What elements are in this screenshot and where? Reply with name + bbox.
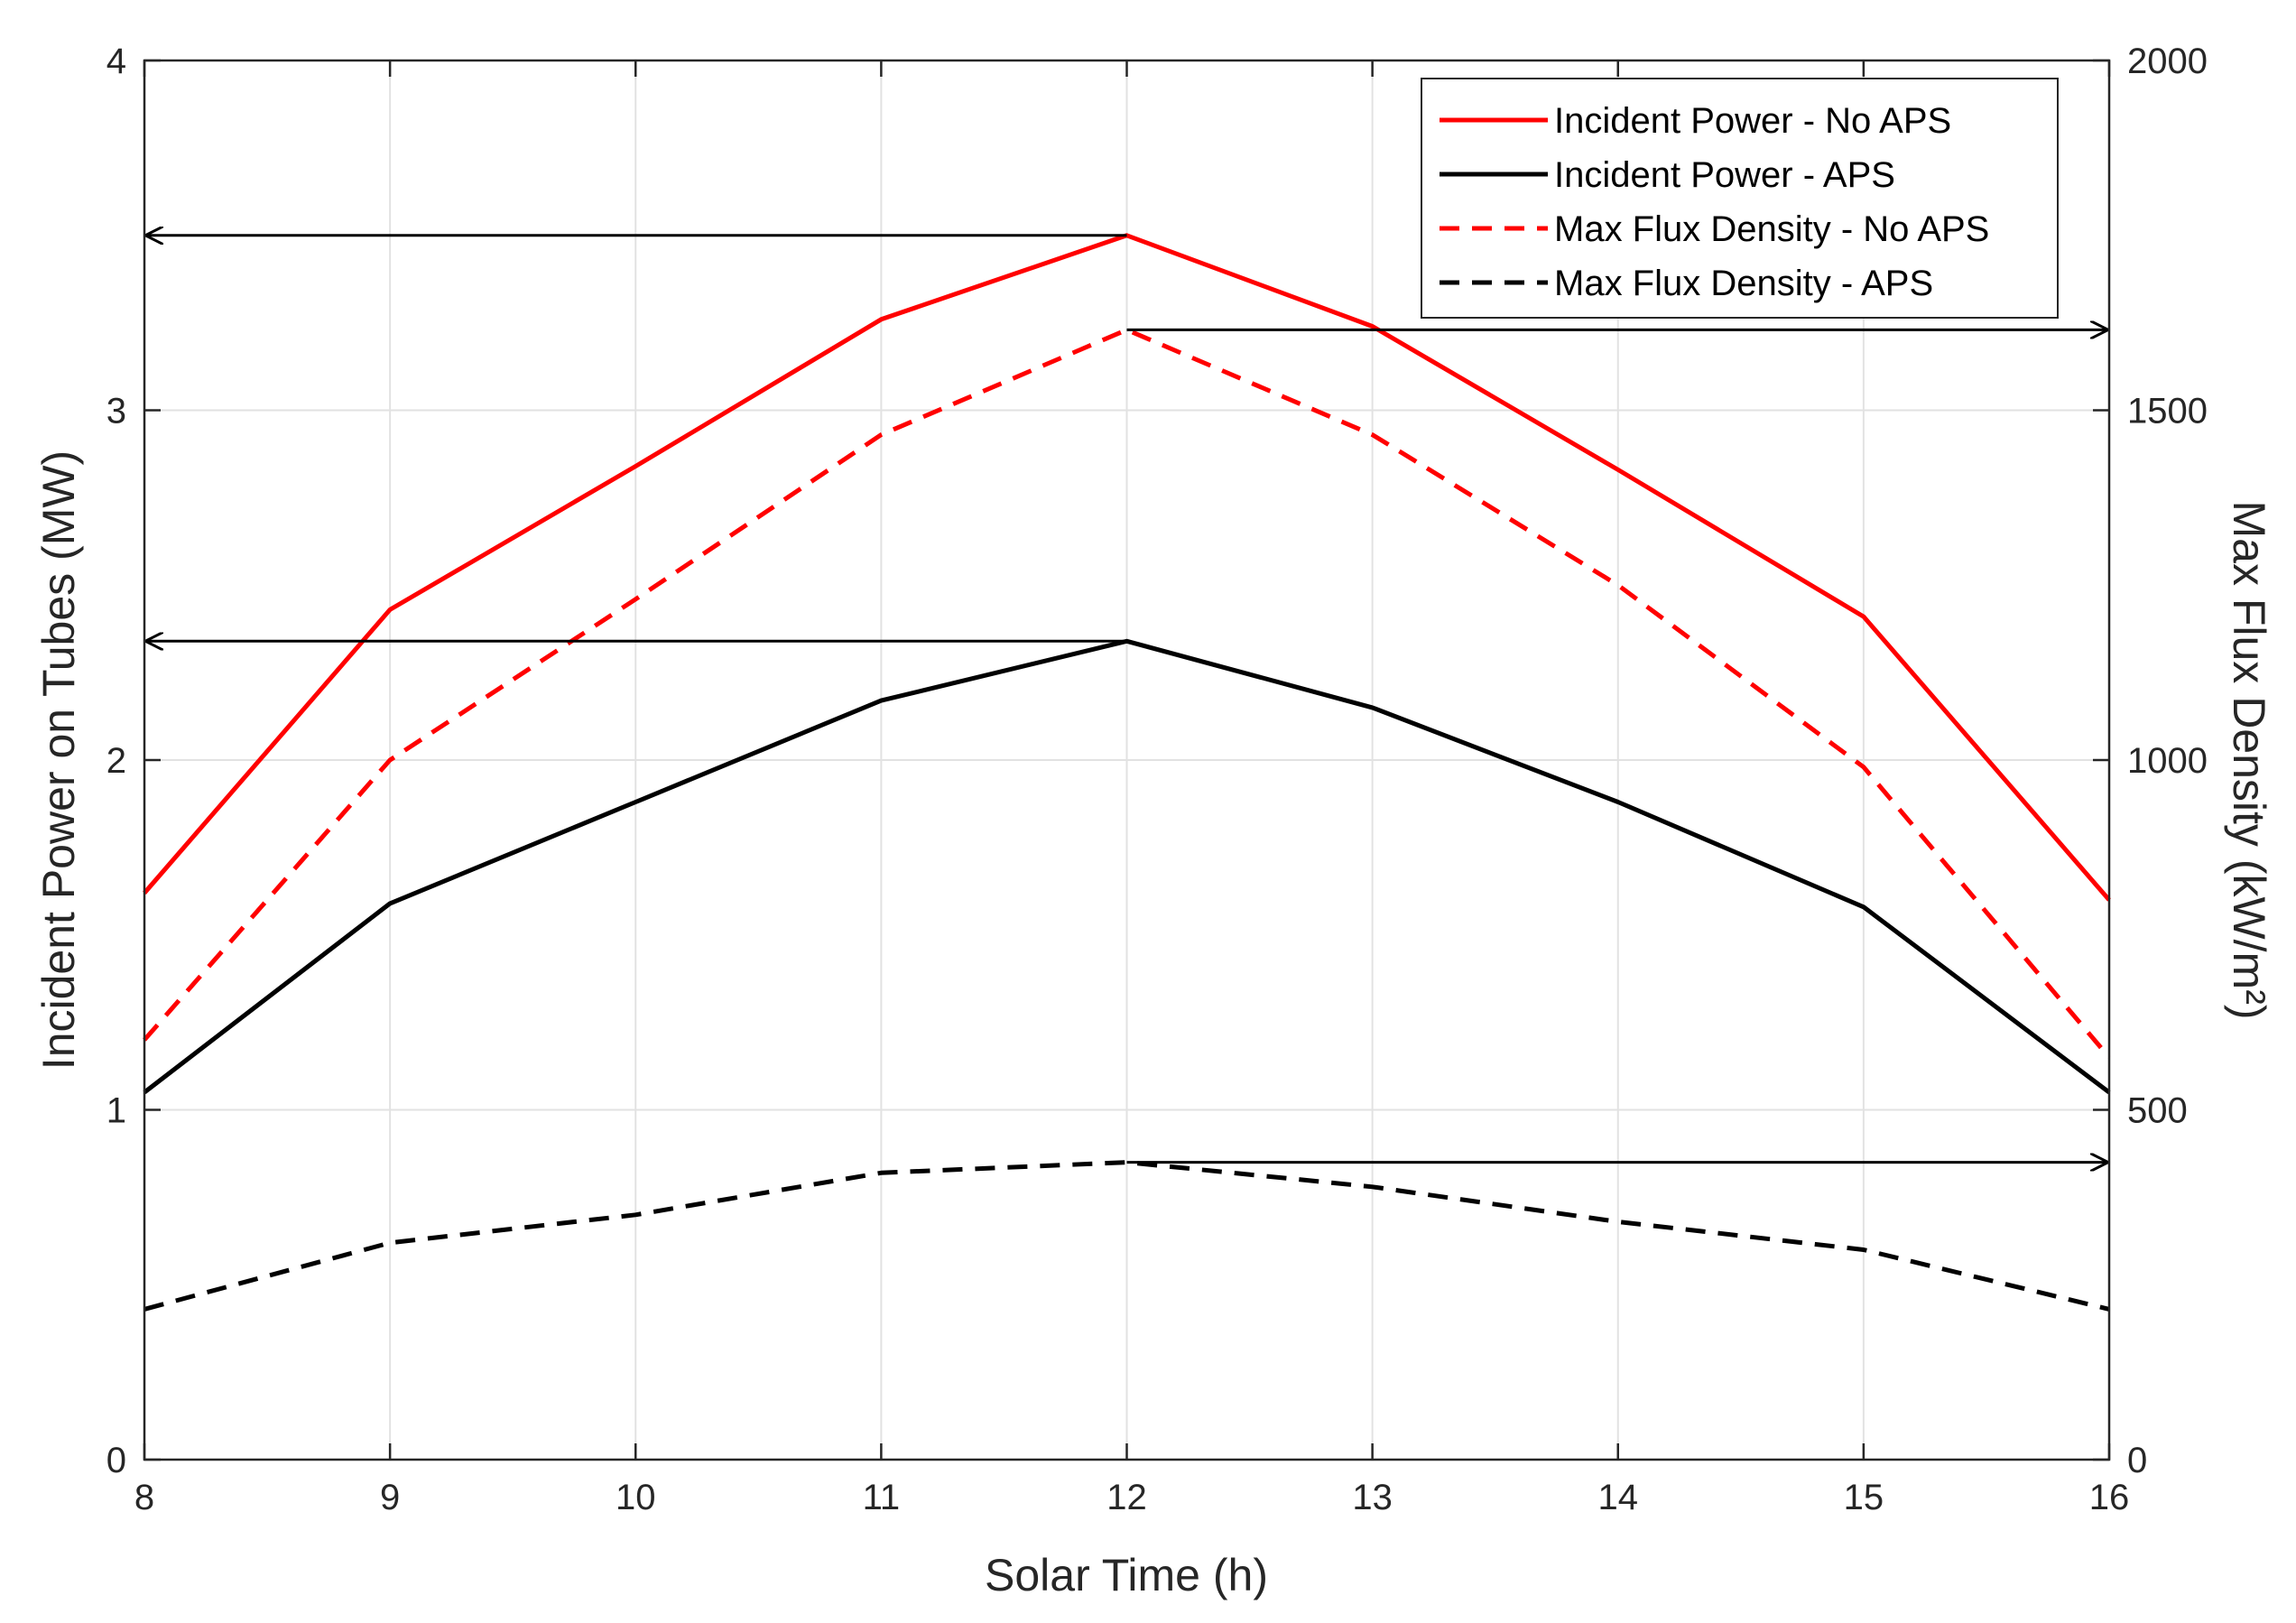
ticks [143, 59, 2111, 1461]
x-tick-label: 12 [1106, 1478, 1147, 1517]
left-y-tick-label: 3 [106, 392, 126, 431]
legend-label-1: Incident Power - No APS [1554, 101, 1951, 141]
annotation-arrows [146, 236, 2107, 1163]
legend-label-3: Max Flux Density - No APS [1554, 209, 1989, 249]
series-line-3 [143, 327, 2111, 1060]
left-y-tick-label: 1 [106, 1091, 126, 1131]
x-tick-label: 8 [134, 1478, 154, 1517]
series-line-4 [144, 1160, 2110, 1312]
x-axis-title: Solar Time (h) [985, 1550, 1268, 1600]
grid [144, 60, 2109, 1460]
x-tick-label: 16 [2089, 1478, 2130, 1517]
right-y-tick-label: 0 [2127, 1441, 2147, 1480]
x-tick-label: 13 [1352, 1478, 1393, 1517]
left-y-axis-title: Incident Power on Tubes (MW) [33, 450, 84, 1070]
right-y-axis-title: Max Flux Density (kW/m²) [2224, 501, 2274, 1020]
right-y-tick-label: 500 [2127, 1091, 2188, 1131]
legend-label-2: Incident Power - APS [1554, 155, 1895, 195]
right-y-tick-label: 1500 [2127, 392, 2208, 431]
legend: Incident Power - No APS Incident Power - … [1421, 78, 2059, 319]
x-tick-label: 14 [1598, 1478, 1639, 1517]
x-tick-label: 10 [616, 1478, 656, 1517]
x-tick-label: 15 [1844, 1478, 1884, 1517]
left-y-tick-label: 4 [106, 42, 126, 81]
left-y-tick-label: 0 [106, 1441, 126, 1480]
left-y-tick-label: 2 [106, 741, 126, 781]
x-tick-label: 9 [380, 1478, 400, 1517]
x-tick-label: 11 [863, 1478, 901, 1517]
legend-label-4: Max Flux Density - APS [1554, 264, 1933, 303]
right-y-tick-label: 2000 [2127, 42, 2208, 81]
right-y-tick-label: 1000 [2127, 741, 2208, 781]
